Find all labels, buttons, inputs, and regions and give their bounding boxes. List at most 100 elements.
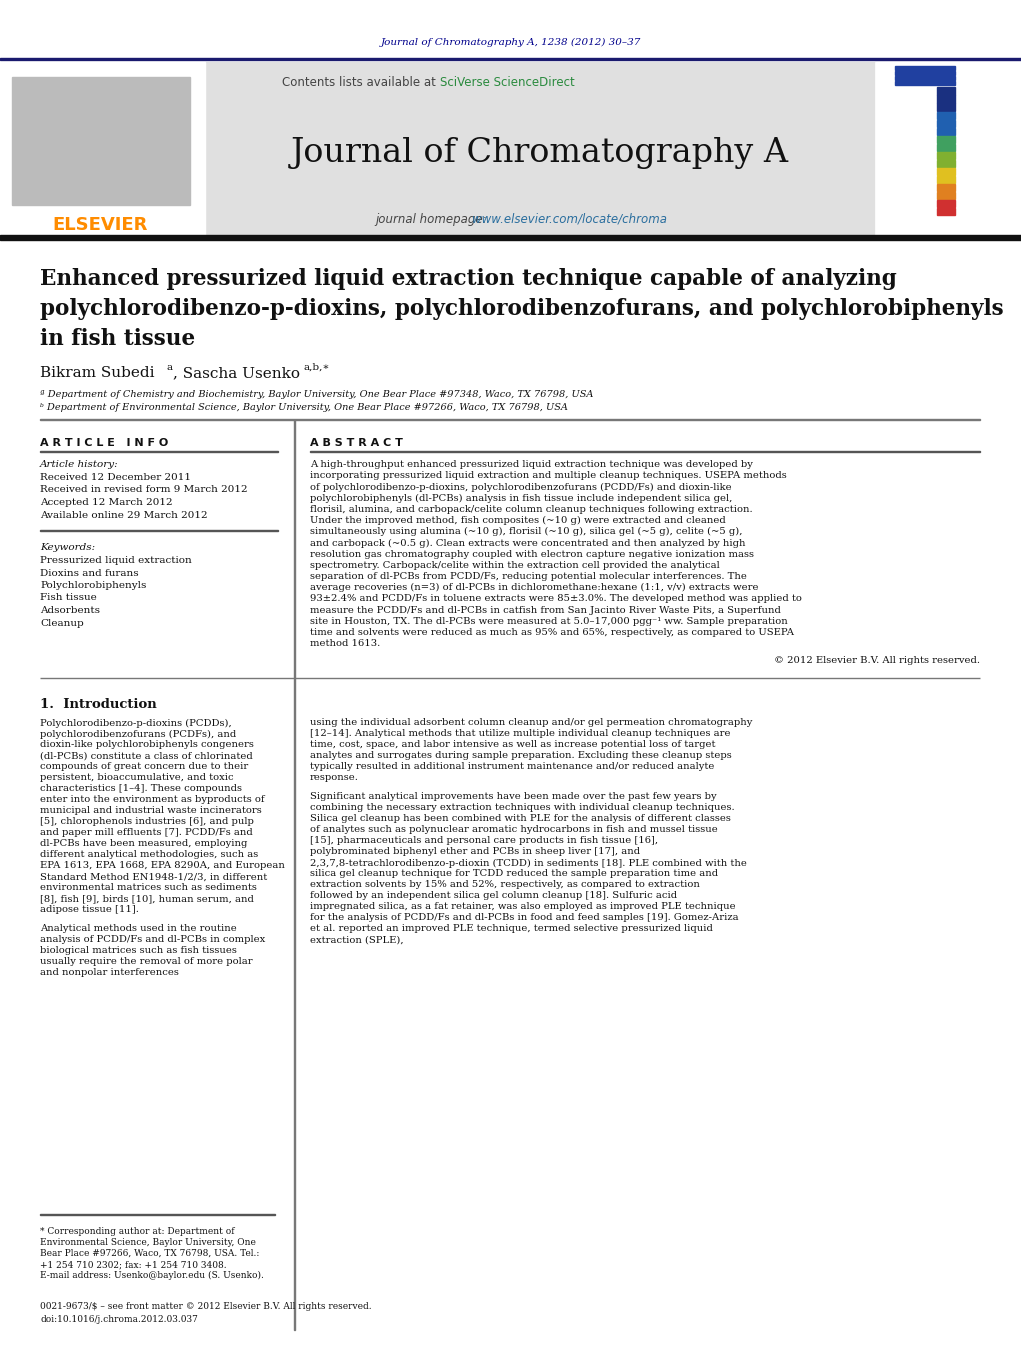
Text: and paper mill effluents [7]. PCDD/Fs and: and paper mill effluents [7]. PCDD/Fs an… bbox=[40, 828, 253, 838]
Text: [15], pharmaceuticals and personal care products in fish tissue [16],: [15], pharmaceuticals and personal care … bbox=[310, 836, 659, 846]
Text: 2,3,7,8-tetrachlorodibenzo-p-dioxin (TCDD) in sediments [18]. PLE combined with : 2,3,7,8-tetrachlorodibenzo-p-dioxin (TCD… bbox=[310, 858, 747, 867]
Text: Journal of Chromatography A, 1238 (2012) 30–37: Journal of Chromatography A, 1238 (2012)… bbox=[381, 38, 641, 46]
Bar bbox=[895, 72, 955, 76]
Text: Received 12 December 2011: Received 12 December 2011 bbox=[40, 473, 191, 482]
Text: Polychlorodibenzo-p-dioxins (PCDDs),: Polychlorodibenzo-p-dioxins (PCDDs), bbox=[40, 719, 232, 728]
Text: characteristics [1–4]. These compounds: characteristics [1–4]. These compounds bbox=[40, 785, 242, 793]
Bar bbox=[895, 81, 955, 85]
Text: , Sascha Usenko: , Sascha Usenko bbox=[173, 366, 300, 380]
Text: dioxin-like polychlorobiphenyls congeners: dioxin-like polychlorobiphenyls congener… bbox=[40, 740, 254, 750]
Text: Dioxins and furans: Dioxins and furans bbox=[40, 569, 139, 577]
Text: incorporating pressurized liquid extraction and multiple cleanup techniques. USE: incorporating pressurized liquid extract… bbox=[310, 471, 787, 480]
Text: using the individual adsorbent column cleanup and/or gel permeation chromatograp: using the individual adsorbent column cl… bbox=[310, 719, 752, 727]
Text: extraction solvents by 15% and 52%, respectively, as compared to extraction: extraction solvents by 15% and 52%, resp… bbox=[310, 881, 699, 889]
Text: persistent, bioaccumulative, and toxic: persistent, bioaccumulative, and toxic bbox=[40, 773, 234, 782]
Text: of polychlorodibenzo-p-dioxins, polychlorodibenzofurans (PCDD/Fs) and dioxin-lik: of polychlorodibenzo-p-dioxins, polychlo… bbox=[310, 482, 732, 492]
Text: polybrominated biphenyl ether and PCBs in sheep liver [17], and: polybrominated biphenyl ether and PCBs i… bbox=[310, 847, 640, 857]
Text: typically resulted in additional instrument maintenance and/or reduced analyte: typically resulted in additional instrum… bbox=[310, 762, 715, 771]
Text: Cleanup: Cleanup bbox=[40, 619, 84, 627]
Text: Environmental Science, Baylor University, One: Environmental Science, Baylor University… bbox=[40, 1238, 256, 1247]
Text: a: a bbox=[166, 363, 173, 372]
Bar bbox=[937, 128, 955, 135]
Text: Analytical methods used in the routine: Analytical methods used in the routine bbox=[40, 924, 237, 934]
Text: adipose tissue [11].: adipose tissue [11]. bbox=[40, 905, 139, 915]
Text: ELSEVIER: ELSEVIER bbox=[52, 216, 148, 234]
Text: Bikram Subedi: Bikram Subedi bbox=[40, 366, 154, 380]
Text: [12–14]. Analytical methods that utilize multiple individual cleanup techniques : [12–14]. Analytical methods that utilize… bbox=[310, 730, 730, 739]
Text: usually require the removal of more polar: usually require the removal of more pola… bbox=[40, 958, 252, 966]
Text: Contents lists available at: Contents lists available at bbox=[283, 77, 440, 89]
Text: of analytes such as polynuclear aromatic hydrocarbons in fish and mussel tissue: of analytes such as polynuclear aromatic… bbox=[310, 825, 718, 835]
Text: different analytical methodologies, such as: different analytical methodologies, such… bbox=[40, 850, 258, 859]
Text: environmental matrices such as sediments: environmental matrices such as sediments bbox=[40, 884, 257, 893]
Bar bbox=[895, 76, 955, 80]
Text: Adsorbents: Adsorbents bbox=[40, 607, 100, 615]
Text: [5], chlorophenols industries [6], and pulp: [5], chlorophenols industries [6], and p… bbox=[40, 817, 254, 827]
Text: Received in revised form 9 March 2012: Received in revised form 9 March 2012 bbox=[40, 485, 248, 494]
Bar bbox=[937, 176, 955, 182]
Text: polychlorodibenzofurans (PCDFs), and: polychlorodibenzofurans (PCDFs), and bbox=[40, 730, 236, 739]
Text: polychlorodibenzo-p-dioxins, polychlorodibenzofurans, and polychlorobiphenyls: polychlorodibenzo-p-dioxins, polychlorod… bbox=[40, 299, 1004, 320]
Text: Available online 29 March 2012: Available online 29 March 2012 bbox=[40, 511, 207, 520]
Text: for the analysis of PCDD/Fs and dl-PCBs in food and feed samples [19]. Gomez-Ari: for the analysis of PCDD/Fs and dl-PCBs … bbox=[310, 913, 738, 923]
Text: florisil, alumina, and carbopack/celite column cleanup techniques following extr: florisil, alumina, and carbopack/celite … bbox=[310, 505, 752, 513]
Bar bbox=[12, 77, 190, 205]
Bar bbox=[937, 86, 955, 95]
Text: analysis of PCDD/Fs and dl-PCBs in complex: analysis of PCDD/Fs and dl-PCBs in compl… bbox=[40, 935, 265, 944]
Text: E-mail address: Usenko@baylor.edu (S. Usenko).: E-mail address: Usenko@baylor.edu (S. Us… bbox=[40, 1271, 263, 1281]
Text: enter into the environment as byproducts of: enter into the environment as byproducts… bbox=[40, 796, 264, 804]
Text: analytes and surrogates during sample preparation. Excluding these cleanup steps: analytes and surrogates during sample pr… bbox=[310, 751, 732, 761]
Text: Significant analytical improvements have been made over the past few years by: Significant analytical improvements have… bbox=[310, 793, 717, 801]
Text: Article history:: Article history: bbox=[40, 459, 118, 469]
Text: Standard Method EN1948-1/2/3, in different: Standard Method EN1948-1/2/3, in differe… bbox=[40, 873, 268, 881]
Text: * Corresponding author at: Department of: * Corresponding author at: Department of bbox=[40, 1227, 235, 1236]
Text: Bear Place #97266, Waco, TX 76798, USA. Tel.:: Bear Place #97266, Waco, TX 76798, USA. … bbox=[40, 1250, 259, 1258]
Bar bbox=[937, 200, 955, 207]
Text: measure the PCDD/Fs and dl-PCBs in catfish from San Jacinto River Waste Pits, a : measure the PCDD/Fs and dl-PCBs in catfi… bbox=[310, 605, 781, 615]
Text: Keywords:: Keywords: bbox=[40, 543, 95, 553]
Text: [8], fish [9], birds [10], human serum, and: [8], fish [9], birds [10], human serum, … bbox=[40, 894, 254, 904]
Text: www.elsevier.com/locate/chroma: www.elsevier.com/locate/chroma bbox=[472, 212, 667, 226]
Bar bbox=[875, 62, 1015, 238]
Bar bbox=[0, 58, 1021, 59]
Text: resolution gas chromatography coupled with electron capture negative ionization : resolution gas chromatography coupled wi… bbox=[310, 550, 753, 558]
Bar bbox=[937, 153, 955, 159]
Text: municipal and industrial waste incinerators: municipal and industrial waste incinerat… bbox=[40, 807, 261, 816]
Bar bbox=[0, 235, 1021, 240]
Text: followed by an independent silica gel column cleanup [18]. Sulfuric acid: followed by an independent silica gel co… bbox=[310, 892, 677, 900]
Bar bbox=[937, 168, 955, 176]
Text: time, cost, space, and labor intensive as well as increase potential loss of tar: time, cost, space, and labor intensive a… bbox=[310, 740, 716, 750]
Text: response.: response. bbox=[310, 773, 358, 782]
Bar bbox=[205, 62, 875, 238]
Text: A R T I C L E   I N F O: A R T I C L E I N F O bbox=[40, 438, 168, 449]
Text: Under the improved method, fish composites (~10 g) were extracted and cleaned: Under the improved method, fish composit… bbox=[310, 516, 726, 526]
Text: Polychlorobiphenyls: Polychlorobiphenyls bbox=[40, 581, 146, 590]
Text: polychlorobiphenyls (dl-PCBs) analysis in fish tissue include independent silica: polychlorobiphenyls (dl-PCBs) analysis i… bbox=[310, 493, 732, 503]
Text: 0021-9673/$ – see front matter © 2012 Elsevier B.V. All rights reserved.: 0021-9673/$ – see front matter © 2012 El… bbox=[40, 1302, 372, 1310]
Text: dl-PCBs have been measured, employing: dl-PCBs have been measured, employing bbox=[40, 839, 247, 848]
Text: Enhanced pressurized liquid extraction technique capable of analyzing: Enhanced pressurized liquid extraction t… bbox=[40, 267, 896, 290]
Text: time and solvents were reduced as much as 95% and 65%, respectively, as compared: time and solvents were reduced as much a… bbox=[310, 628, 794, 638]
Text: Pressurized liquid extraction: Pressurized liquid extraction bbox=[40, 557, 192, 565]
Bar bbox=[937, 136, 955, 143]
Text: average recoveries (n=3) of dl-PCBs in dichloromethane:hexane (1:1, v/v) extract: average recoveries (n=3) of dl-PCBs in d… bbox=[310, 584, 759, 592]
Text: (dl-PCBs) constitute a class of chlorinated: (dl-PCBs) constitute a class of chlorina… bbox=[40, 751, 253, 761]
Text: Silica gel cleanup has been combined with PLE for the analysis of different clas: Silica gel cleanup has been combined wit… bbox=[310, 815, 731, 823]
Text: in fish tissue: in fish tissue bbox=[40, 328, 195, 350]
Text: © 2012 Elsevier B.V. All rights reserved.: © 2012 Elsevier B.V. All rights reserved… bbox=[774, 657, 980, 666]
Text: spectrometry. Carbopack/celite within the extraction cell provided the analytica: spectrometry. Carbopack/celite within th… bbox=[310, 561, 720, 570]
Bar bbox=[937, 95, 955, 103]
Text: site in Houston, TX. The dl-PCBs were measured at 5.0–17,000 pgg⁻¹ ww. Sample pr: site in Houston, TX. The dl-PCBs were me… bbox=[310, 617, 788, 626]
Text: et al. reported an improved PLE technique, termed selective pressurized liquid: et al. reported an improved PLE techniqu… bbox=[310, 924, 713, 934]
Text: extraction (SPLE),: extraction (SPLE), bbox=[310, 935, 403, 944]
Bar bbox=[937, 103, 955, 111]
Text: and carbopack (~0.5 g). Clean extracts were concentrated and then analyzed by hi: and carbopack (~0.5 g). Clean extracts w… bbox=[310, 539, 745, 547]
Text: combining the necessary extraction techniques with individual cleanup techniques: combining the necessary extraction techn… bbox=[310, 804, 735, 812]
Bar bbox=[937, 208, 955, 215]
Text: A B S T R A C T: A B S T R A C T bbox=[310, 438, 403, 449]
Text: 93±2.4% and PCDD/Fs in toluene extracts were 85±3.0%. The developed method was a: 93±2.4% and PCDD/Fs in toluene extracts … bbox=[310, 594, 801, 604]
Text: and nonpolar interferences: and nonpolar interferences bbox=[40, 969, 179, 977]
Bar bbox=[895, 66, 955, 70]
Text: SciVerse ScienceDirect: SciVerse ScienceDirect bbox=[440, 77, 575, 89]
Text: compounds of great concern due to their: compounds of great concern due to their bbox=[40, 762, 248, 771]
